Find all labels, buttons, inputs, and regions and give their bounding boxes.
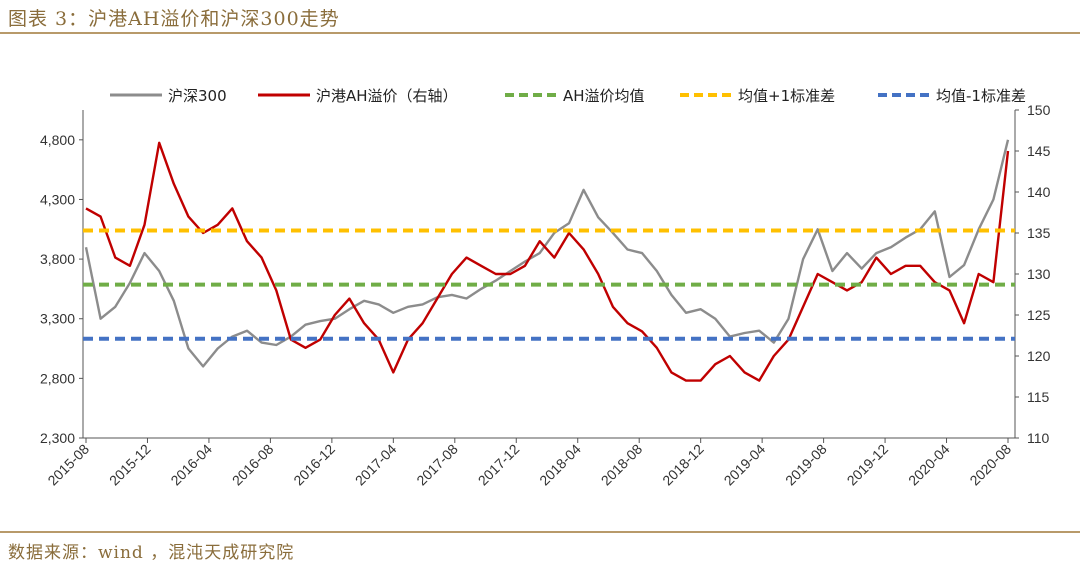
right-tick-label: 120 — [1027, 348, 1051, 364]
left-tick-label: 2,300 — [40, 430, 75, 446]
legend-csi300-label: 沪深300 — [168, 87, 227, 105]
x-tick-label: 2018-08 — [598, 441, 646, 489]
top-rule — [0, 32, 1080, 34]
left-tick-label: 3,300 — [40, 311, 75, 327]
x-tick-label: 2020-08 — [966, 441, 1014, 489]
left-tick-label: 4,800 — [40, 132, 75, 148]
legend-plus-sd-label: 均值+1标准差 — [738, 87, 835, 105]
left-tick-label: 3,800 — [40, 251, 75, 267]
right-tick-label: 115 — [1027, 389, 1050, 405]
right-tick-label: 125 — [1027, 307, 1051, 323]
right-tick-label: 130 — [1027, 266, 1051, 282]
legend-ah-premium-label: 沪港AH溢价（右轴） — [316, 87, 458, 105]
legend-mean-label: AH溢价均值 — [563, 87, 645, 105]
x-tick-label: 2019-12 — [844, 441, 892, 489]
figure-title: 图表 3：沪港AH溢价和沪深300走势 — [8, 8, 340, 30]
x-tick-label: 2019-08 — [782, 441, 830, 489]
chart: 2,300 2,800 3,300 3,800 4,300 4,800 110 115 120 1… — [40, 87, 1051, 489]
source-note: 数据来源：wind ，混沌天成研究院 — [8, 543, 295, 563]
csi300-line — [84, 139, 1010, 368]
right-tick-label: 145 — [1027, 143, 1051, 159]
right-tick-label: 110 — [1027, 430, 1050, 446]
bottom-rule — [0, 531, 1080, 533]
x-tick-label: 2020-04 — [905, 441, 953, 489]
x-tick-label: 2019-04 — [721, 441, 769, 489]
x-tick-label: 2016-04 — [167, 441, 215, 489]
x-tick-label: 2016-12 — [290, 441, 338, 489]
left-tick-label: 4,300 — [40, 191, 75, 207]
x-tick-label: 2017-08 — [413, 441, 461, 489]
x-tick-label: 2018-04 — [536, 441, 584, 489]
x-tick-label: 2016-08 — [229, 441, 277, 489]
x-tick-label: 2017-12 — [475, 441, 523, 489]
left-tick-label: 2,800 — [40, 370, 75, 386]
right-tick-label: 150 — [1027, 102, 1051, 118]
legend-minus-sd-label: 均值-1标准差 — [936, 87, 1026, 105]
right-tick-label: 135 — [1027, 225, 1051, 241]
x-tick-label: 2015-08 — [44, 441, 92, 489]
right-tick-label: 140 — [1027, 184, 1051, 200]
x-tick-label: 2015-12 — [106, 441, 154, 489]
x-tick-label: 2017-04 — [352, 441, 400, 489]
x-tick-label: 2018-12 — [659, 441, 707, 489]
